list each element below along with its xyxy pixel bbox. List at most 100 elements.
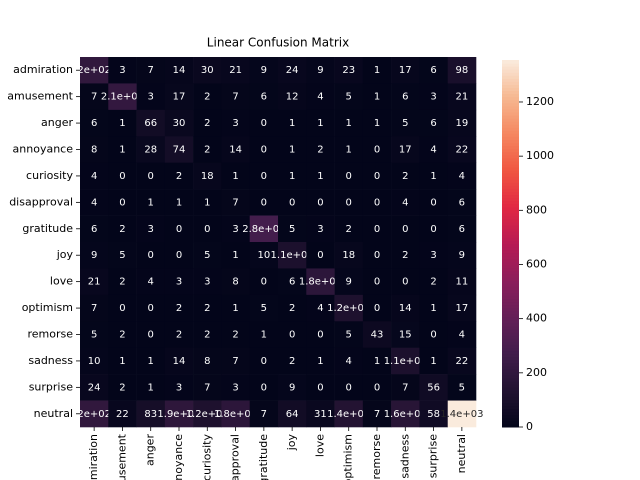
colorbar-step [502,390,519,394]
colorbar-step [502,185,519,189]
cell-label: 0 [289,197,295,208]
cell-label: 3 [232,382,238,393]
colorbar-step [502,60,519,64]
cell-label: 0 [430,197,436,208]
colorbar-step [502,338,519,342]
cell-label: 6 [91,118,97,129]
colorbar-step [502,148,519,153]
cell-label: 1 [119,356,125,367]
colorbar-step [502,124,519,128]
colorbar-step [502,341,519,345]
cell-label: 4 [91,171,97,182]
cell-label: 0 [430,224,436,235]
heatmap-cell [391,321,420,349]
heatmap-cell [447,242,477,269]
cell-label: 18 [201,171,214,182]
cell-label: 0 [289,330,295,341]
x-tick-label: love [313,434,326,457]
heatmap-cell [80,321,109,349]
heatmap-cell [80,400,109,428]
heatmap-cell [391,162,420,190]
colorbar-step [502,200,519,205]
heatmap-cell [221,109,251,137]
cell-label: 1.1e+02 [384,356,427,367]
y-tick-label: remorse [27,328,73,341]
heatmap-cell [164,321,194,349]
cell-label: 17 [455,303,468,314]
heatmap-cell [447,321,477,349]
cell-label: 21 [455,92,468,103]
heatmap-cell [391,57,420,84]
heatmap-cell [108,189,137,216]
heatmap-cell [391,83,420,111]
heatmap-cell [193,162,222,190]
heatmap-cell [136,321,166,349]
cell-label: 6 [459,224,465,235]
cell-label: 1.4e+02 [327,409,370,420]
colorbar-step [502,194,519,199]
cell-label: 2.1e+02 [101,92,144,103]
heatmap-cell [447,136,477,164]
heatmap-cell [193,347,222,375]
heatmap-cell [419,321,449,349]
cell-label: 9 [261,65,267,76]
heatmap-cell [80,347,109,375]
cell-label: 7 [232,197,238,208]
colorbar-step [502,72,519,76]
heatmap-cell [108,83,137,111]
heatmap-cell [164,136,194,164]
heatmap-cell [306,162,335,190]
heatmap-cell [334,83,364,111]
cell-label: 22 [455,356,468,367]
colorbar-step [502,310,519,315]
x-tick-label: joy [285,434,298,452]
heatmap-cell [249,189,279,216]
cell-label: 3 [317,224,323,235]
colorbar-step [502,176,519,180]
colorbar-step [502,179,519,183]
colorbar-step [502,365,519,370]
heatmap-cell [80,374,109,401]
heatmap-cell [334,189,364,216]
heatmap-cell [221,136,251,164]
cell-label: 3 [430,92,436,103]
cell-label: 2 [176,330,182,341]
heatmap-cell [80,83,109,111]
cell-label: 0 [261,171,267,182]
heatmap-cell [221,83,251,111]
cell-label: 1 [374,92,380,103]
colorbar-step [502,203,519,208]
cell-label: 17 [399,145,412,156]
colorbar [502,60,519,428]
colorbar-step [502,277,519,281]
colorbar-step [502,371,519,376]
heatmap-cell [136,294,166,322]
cell-label: 0 [261,277,267,288]
heatmap-cell [249,374,279,401]
x-tick-label: surprise [427,434,440,479]
heatmap-cell [334,136,364,164]
colorbar-step [502,87,519,92]
heatmap-cell [306,400,335,428]
heatmap-cell [136,162,166,190]
heatmap-cell [334,268,364,296]
heatmap-cell [278,347,307,375]
cell-label: 0 [374,145,380,156]
cell-label: 22 [116,409,129,420]
heatmap-cell [334,321,364,349]
heatmap-cell [391,136,420,164]
colorbar-step [502,261,519,266]
colorbar-step [502,142,519,147]
heatmap-cell [447,162,477,190]
heatmap-cell [108,347,137,375]
colorbar-step [502,121,519,125]
colorbar-step [502,90,519,95]
cell-label: 2 [176,303,182,314]
cell-label: 1 [374,118,380,129]
cell-label: 2 [204,118,210,129]
colorbar-step [502,231,519,235]
colorbar-step [502,332,519,336]
colorbar-step [502,225,519,229]
cell-label: 14 [399,303,412,314]
heatmap-cell [80,109,109,137]
